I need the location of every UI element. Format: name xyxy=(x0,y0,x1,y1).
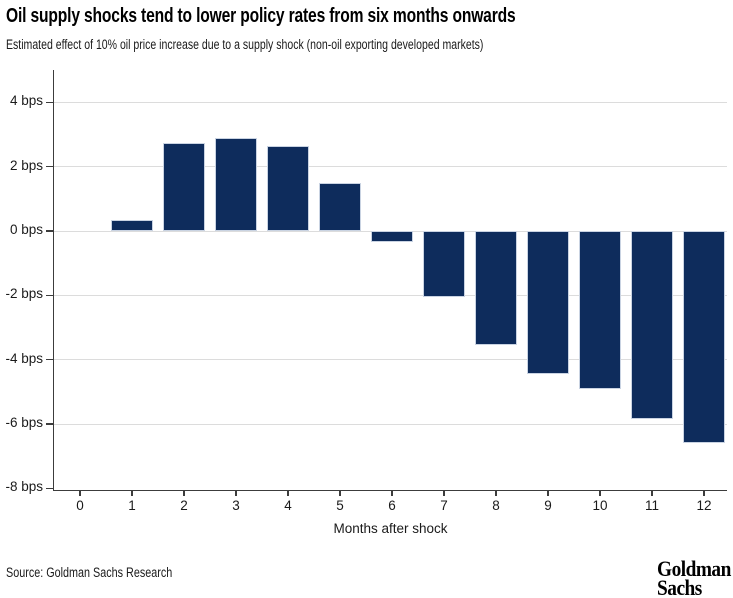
x-tick-label-0: 0 xyxy=(76,498,84,513)
x-tick-0 xyxy=(79,490,81,496)
x-tick-label-7: 7 xyxy=(440,498,448,513)
gridline-2bps xyxy=(54,166,727,168)
x-tick-10 xyxy=(599,490,601,496)
x-tick-label-1: 1 xyxy=(128,498,136,513)
x-tick-8 xyxy=(495,490,497,496)
x-tick-label-2: 2 xyxy=(180,498,188,513)
x-axis-title: Months after shock xyxy=(333,521,448,536)
y-tick-0bps xyxy=(45,230,53,232)
y-tick--8bps xyxy=(45,487,53,490)
bar-month-7 xyxy=(423,231,465,297)
x-tick-label-4: 4 xyxy=(284,498,292,513)
x-tick-7 xyxy=(443,490,445,496)
source-text: Source: Goldman Sachs Research xyxy=(6,565,173,580)
x-tick-label-6: 6 xyxy=(388,498,396,513)
bar-month-4 xyxy=(267,145,309,231)
x-tick-label-8: 8 xyxy=(492,498,500,513)
gridline--2bps xyxy=(54,294,727,296)
y-tick--4bps xyxy=(45,358,53,361)
plot-area: Months after shock 4 bps 2 bps 0 bps -2 bps… xyxy=(5,70,727,536)
chart-title: Oil supply shocks tend to lower policy r… xyxy=(6,5,516,27)
bar-month-12 xyxy=(683,231,725,444)
bar-month-8 xyxy=(475,231,517,346)
gridline--6bps xyxy=(54,423,727,425)
logo-line-2: Sachs xyxy=(657,575,702,598)
x-tick-label-9: 9 xyxy=(544,498,552,513)
bar-month-11 xyxy=(631,231,673,420)
x-tick-5 xyxy=(339,490,341,496)
x-tick-12 xyxy=(703,490,705,496)
logo-line-1: Goldman xyxy=(657,556,731,581)
bar-month-2 xyxy=(163,142,205,231)
goldman-sachs-logo: Goldman Sachs xyxy=(657,556,731,598)
bar-month-1 xyxy=(111,219,153,231)
x-tick-label-10: 10 xyxy=(592,498,608,513)
y-tick-2bps xyxy=(45,165,53,168)
x-tick-label-12: 12 xyxy=(696,498,712,513)
x-tick-2 xyxy=(183,490,185,496)
y-tick-label--6bps: -6 bps xyxy=(5,415,43,431)
bar-month-9 xyxy=(527,231,569,375)
y-tick-label--2bps: -2 bps xyxy=(5,286,43,302)
y-tick-4bps xyxy=(45,101,53,104)
x-tick-1 xyxy=(131,490,133,496)
gridline--4bps xyxy=(54,359,727,361)
x-tick-4 xyxy=(287,490,289,496)
bar-month-3 xyxy=(215,137,257,231)
y-tick--2bps xyxy=(45,294,53,297)
bar-month-5 xyxy=(319,182,361,231)
x-tick-6 xyxy=(391,490,393,496)
x-tick-label-11: 11 xyxy=(644,498,659,513)
y-tick-label-0bps: 0 bps xyxy=(9,222,43,237)
x-tick-3 xyxy=(235,490,237,496)
x-tick-11 xyxy=(651,490,653,496)
bar-month-10 xyxy=(579,231,621,389)
y-tick-label-4bps: 4 bps xyxy=(9,93,43,109)
y-tick-label-2bps: 2 bps xyxy=(9,157,43,173)
y-tick-label--4bps: -4 bps xyxy=(5,350,43,366)
y-tick--6bps xyxy=(45,423,53,425)
gridline-4bps xyxy=(54,101,727,103)
x-tick-label-3: 3 xyxy=(232,498,240,513)
x-tick-label-5: 5 xyxy=(336,498,344,513)
chart-subtitle: Estimated effect of 10% oil price increa… xyxy=(6,37,484,52)
x-tick-9 xyxy=(547,490,549,496)
bar-month-6 xyxy=(371,231,413,243)
y-tick-label--8bps: -8 bps xyxy=(5,479,43,495)
